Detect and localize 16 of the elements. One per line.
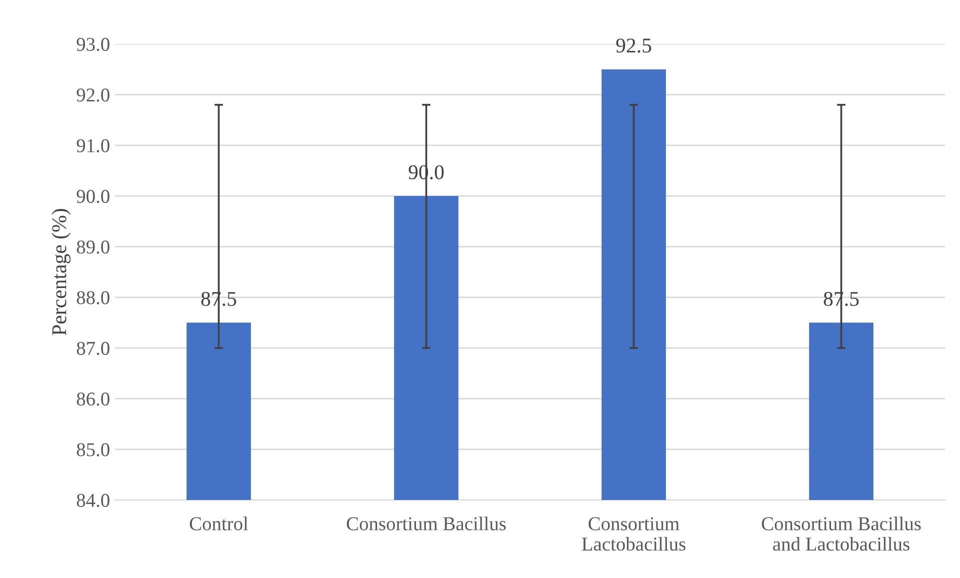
y-tick-label: 91.0 <box>76 139 110 152</box>
y-tick-label: 85.0 <box>76 443 110 456</box>
data-label: 92.5 <box>616 38 652 53</box>
x-tick-label: Consortium Bacillus <box>346 516 506 530</box>
y-tick-label: 87.0 <box>76 342 110 356</box>
y-tick-label: 93.0 <box>76 38 110 52</box>
y-tick-label: 88.0 <box>76 291 110 304</box>
y-axis-title: Percentage (%) <box>52 209 71 336</box>
y-tick-label: 90.0 <box>76 190 110 204</box>
y-tick-label: 89.0 <box>76 240 110 254</box>
y-tick-label: 84.0 <box>76 494 110 508</box>
y-tick-label: 86.0 <box>76 392 110 406</box>
x-tick-label: Control <box>190 516 248 530</box>
x-tick-label: Consortium Lactobacillus <box>582 517 686 551</box>
x-tick-label: Consortium Bacillus and Lactobacillus <box>762 516 921 551</box>
y-tick-label: 92.0 <box>76 88 110 102</box>
